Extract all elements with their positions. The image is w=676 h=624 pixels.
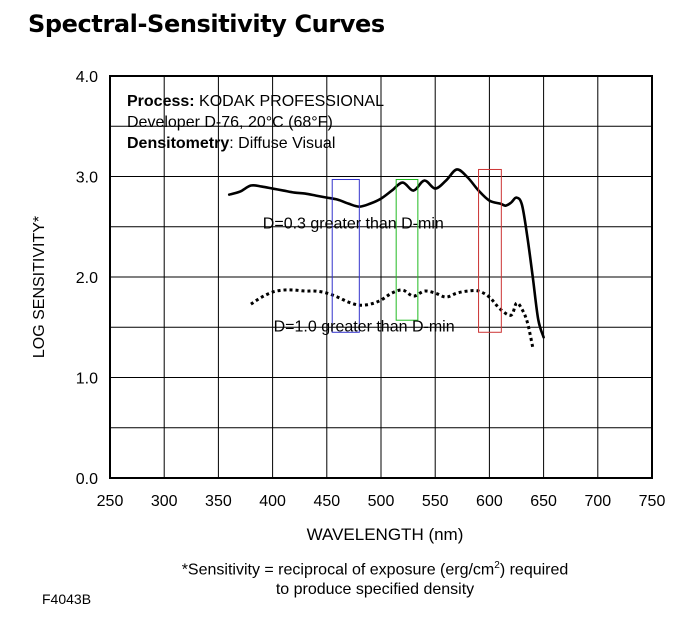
footnote-line-1-prefix: *Sensitivity = reciprocal of exposure (e… [181,561,495,579]
x-tick-label: 250 [97,493,124,510]
info-line: Densitometry: Diffuse Visual [127,135,335,152]
series-line-d03 [227,168,545,339]
page-title: Spectral-Sensitivity Curves [28,10,385,38]
plot-frame [109,75,653,479]
info-box: Process: KODAK PROFESSIONAL Developer D-7… [127,93,384,152]
x-tick-label: 700 [584,493,611,510]
curve-annotation: D=0.3 greater than D-min [263,216,444,233]
curve-annotation: D=1.0 greater than D-min [274,318,455,335]
annotations: D=0.3 greater than D-min D=1.0 greater th… [263,216,455,336]
x-tick-label: 450 [313,493,340,510]
series-line-d1 [250,288,535,348]
x-tick-label: 500 [368,493,395,510]
x-tick-label: 750 [639,493,666,510]
highlight-box [331,179,360,333]
info-text: : Diffuse Visual [229,135,335,152]
y-axis-label: LOG SENSITIVITY* [31,216,48,358]
x-tick-label: 350 [205,493,232,510]
x-tick-label: 300 [151,493,178,510]
footnote-line-1-suffix: ) required [499,561,569,579]
series-lines [227,168,545,348]
x-tick-label: 650 [530,493,557,510]
highlight-boxes [331,168,502,333]
highlight-box [395,179,419,321]
y-tick-label: 0.0 [76,471,98,488]
info-line: Process: KODAK PROFESSIONAL [127,93,384,110]
y-tick-label: 2.0 [76,270,98,287]
figure-code: F4043B [42,591,92,607]
info-line: Developer D-76, 20°C (68°F) [127,114,333,131]
footnote-superscript: 2 [494,560,500,571]
x-tick-label: 600 [476,493,503,510]
y-tick-label: 1.0 [76,371,98,388]
x-axis-label: WAVELENGTH (nm) [307,525,464,544]
x-tick-label: 400 [259,493,286,510]
footnote-line-1: *Sensitivity = reciprocal of exposure (e… [120,560,630,579]
footnote: *Sensitivity = reciprocal of exposure (e… [120,560,630,599]
info-bold: Process: [127,93,195,110]
tick-labels: 250 300 350 400 450 500 550 600 650 700 750 0.0 1.0 2… [76,69,666,510]
info-bold: Densitometry [127,135,229,152]
info-text: Developer D-76, 20°C (68°F) [127,114,333,131]
y-tick-label: 3.0 [76,170,98,187]
footnote-line-2: to produce specified density [275,581,475,599]
highlight-box [478,168,502,333]
y-tick-label: 4.0 [76,69,98,86]
info-text: KODAK PROFESSIONAL [195,93,384,110]
x-tick-label: 550 [422,493,449,510]
